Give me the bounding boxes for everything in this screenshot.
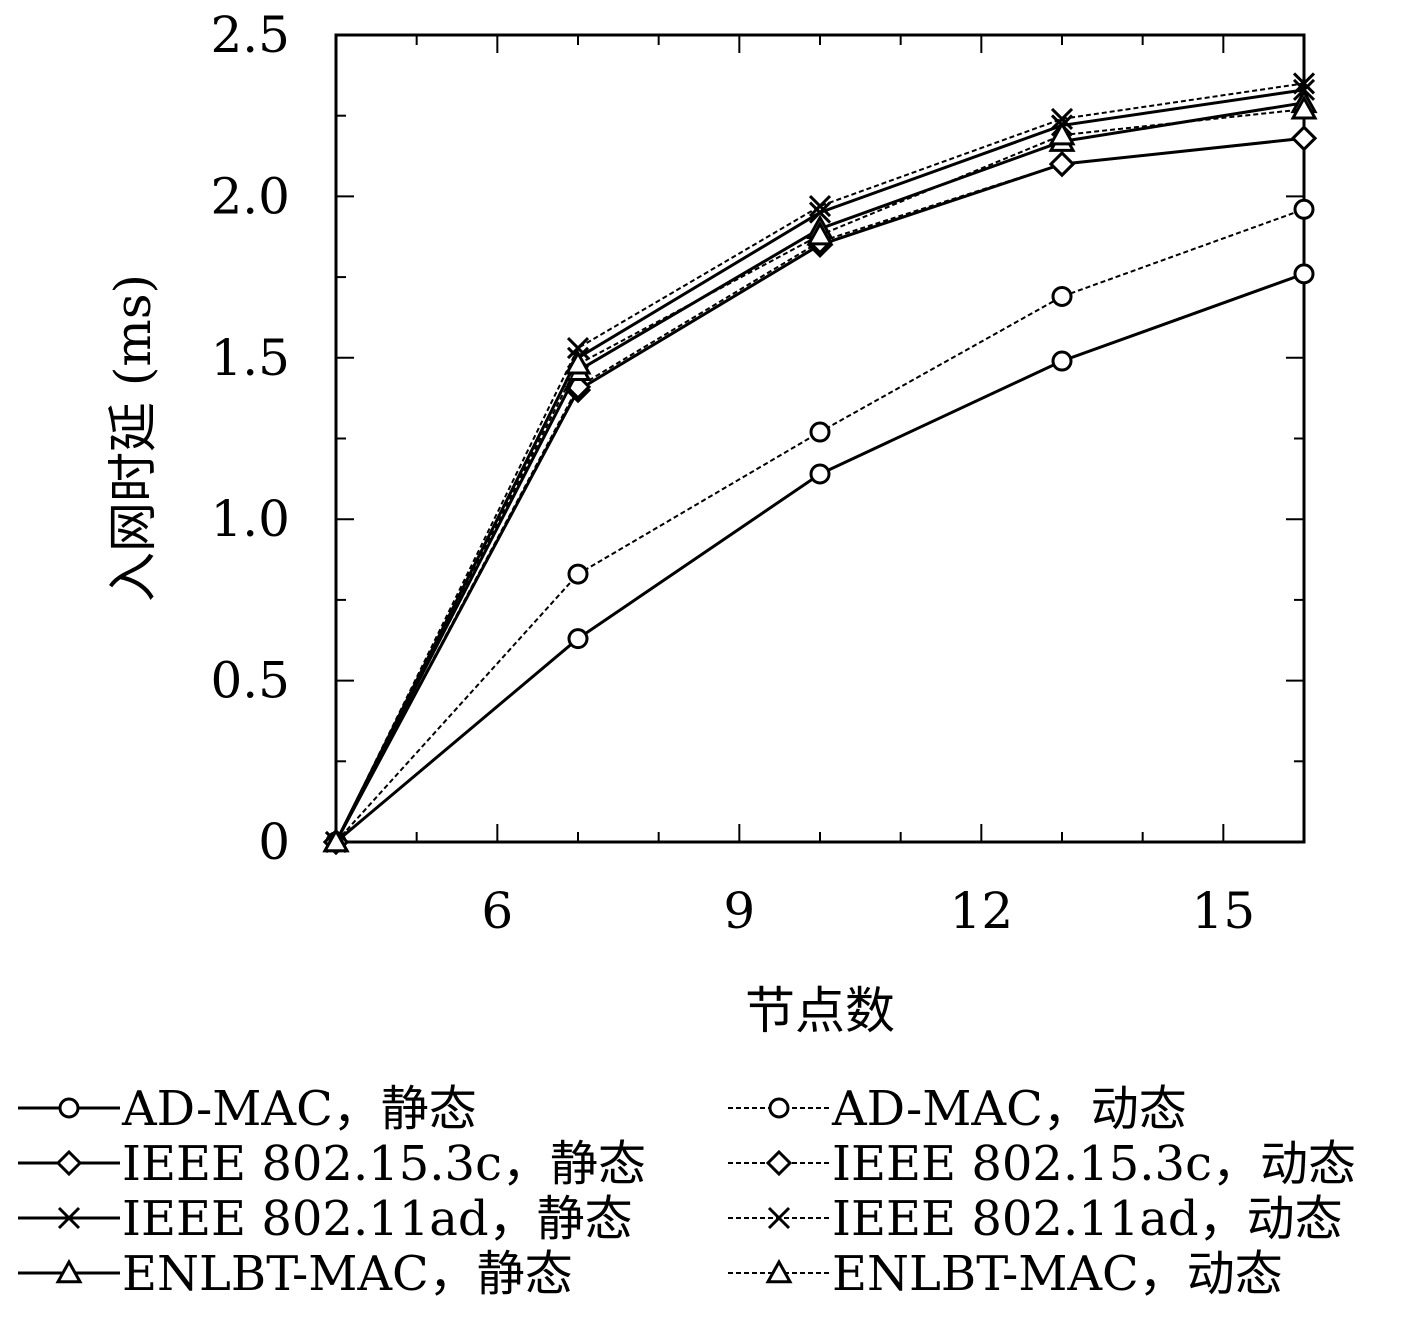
series-line <box>335 137 1305 843</box>
cross-stroke <box>566 337 590 360</box>
y-axis-label: 入网时延 (ms) <box>104 274 162 602</box>
data-point <box>1050 107 1074 130</box>
legend-marker <box>768 1097 790 1119</box>
data-point <box>808 201 832 224</box>
legend-label: IEEE 802.11ad，动态 <box>832 1191 1343 1247</box>
cross-stroke <box>767 1206 791 1230</box>
legend-marker <box>58 1097 80 1119</box>
data-point <box>1051 285 1073 307</box>
data-point <box>1290 95 1318 120</box>
data-point <box>567 628 589 650</box>
legend-label: IEEE 802.11ad，静态 <box>122 1191 633 1247</box>
data-point <box>1293 263 1315 285</box>
data-point <box>564 350 592 375</box>
data-point <box>1290 125 1318 152</box>
y-tick-label: 1.0 <box>210 490 290 548</box>
legend-label: AD-MAC，动态 <box>831 1081 1187 1137</box>
data-point <box>1048 120 1076 146</box>
x-tick-label: 12 <box>950 882 1014 940</box>
legend-label: ENLBT-MAC，静态 <box>122 1246 573 1302</box>
cross-stroke <box>1292 72 1316 95</box>
y-tick-label: 0 <box>258 813 290 871</box>
legend-marker <box>765 1149 793 1177</box>
data-point <box>1292 72 1316 95</box>
cross-stroke <box>1050 107 1074 130</box>
data-point <box>1293 198 1315 220</box>
data-point <box>322 827 350 853</box>
data-point <box>809 463 831 485</box>
cross-stroke <box>57 1206 81 1230</box>
cross-stroke <box>808 195 832 218</box>
data-point <box>1051 350 1073 372</box>
x-tick-label: 6 <box>481 882 513 940</box>
y-tick-label: 2.5 <box>210 6 290 64</box>
data-point <box>1048 150 1076 178</box>
legend-marker <box>767 1206 791 1230</box>
legend-marker <box>765 1258 793 1284</box>
x-tick-label: 15 <box>1192 882 1256 940</box>
cross-stroke <box>808 201 832 224</box>
legend-label: AD-MAC，静态 <box>121 1081 477 1137</box>
series-line <box>335 208 1305 843</box>
y-tick-label: 0.5 <box>210 652 290 710</box>
data-point <box>567 563 589 585</box>
series-layer <box>322 72 1318 856</box>
legend-label: ENLBT-MAC，动态 <box>832 1246 1283 1302</box>
x-axis-ticks: 6 9 12 15 <box>415 35 1256 940</box>
data-point <box>809 421 831 443</box>
x-axis-label: 节点数 <box>745 982 895 1040</box>
legend-label: IEEE 802.15.3c，静态 <box>122 1136 646 1192</box>
series-line <box>335 82 1305 843</box>
legend-marker <box>55 1258 83 1284</box>
data-point <box>806 221 834 246</box>
x-tick-label: 9 <box>723 882 755 940</box>
data-point <box>566 337 590 360</box>
y-axis-ticks: 0 0.5 1.0 1.5 2.0 2.5 <box>210 6 1304 871</box>
legend-marker <box>57 1206 81 1230</box>
legend-marker <box>55 1149 83 1177</box>
legend-label: IEEE 802.15.3c，动态 <box>832 1136 1356 1192</box>
y-tick-label: 1.5 <box>210 329 290 387</box>
y-tick-label: 2.0 <box>210 167 290 225</box>
data-point <box>808 195 832 218</box>
